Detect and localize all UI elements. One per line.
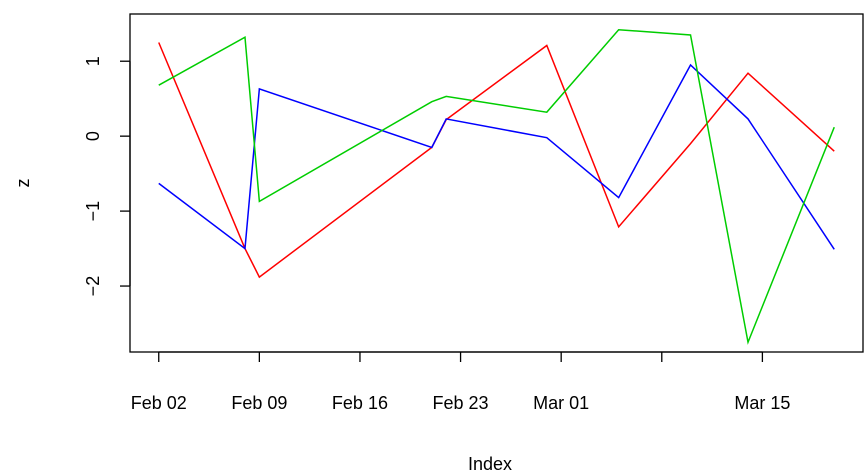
y-tick-label: 0 <box>83 131 103 141</box>
x-tick-label: Feb 02 <box>131 393 187 413</box>
x-axis-label: Index <box>468 454 512 474</box>
x-tick-label: Feb 09 <box>231 393 287 413</box>
x-tick-label: Feb 16 <box>332 393 388 413</box>
x-tick-label: Mar 15 <box>734 393 790 413</box>
plot-box <box>129 13 864 353</box>
y-tick-label: 1 <box>83 56 103 66</box>
x-tick-label: Mar 01 <box>533 393 589 413</box>
y-tick-label: −2 <box>83 276 103 297</box>
series-line <box>158 63 835 250</box>
y-tick-label: −1 <box>83 201 103 222</box>
series-line <box>158 28 835 345</box>
series-line <box>158 42 835 279</box>
y-axis-label: z <box>13 179 33 188</box>
x-tick-label: Feb 23 <box>433 393 489 413</box>
